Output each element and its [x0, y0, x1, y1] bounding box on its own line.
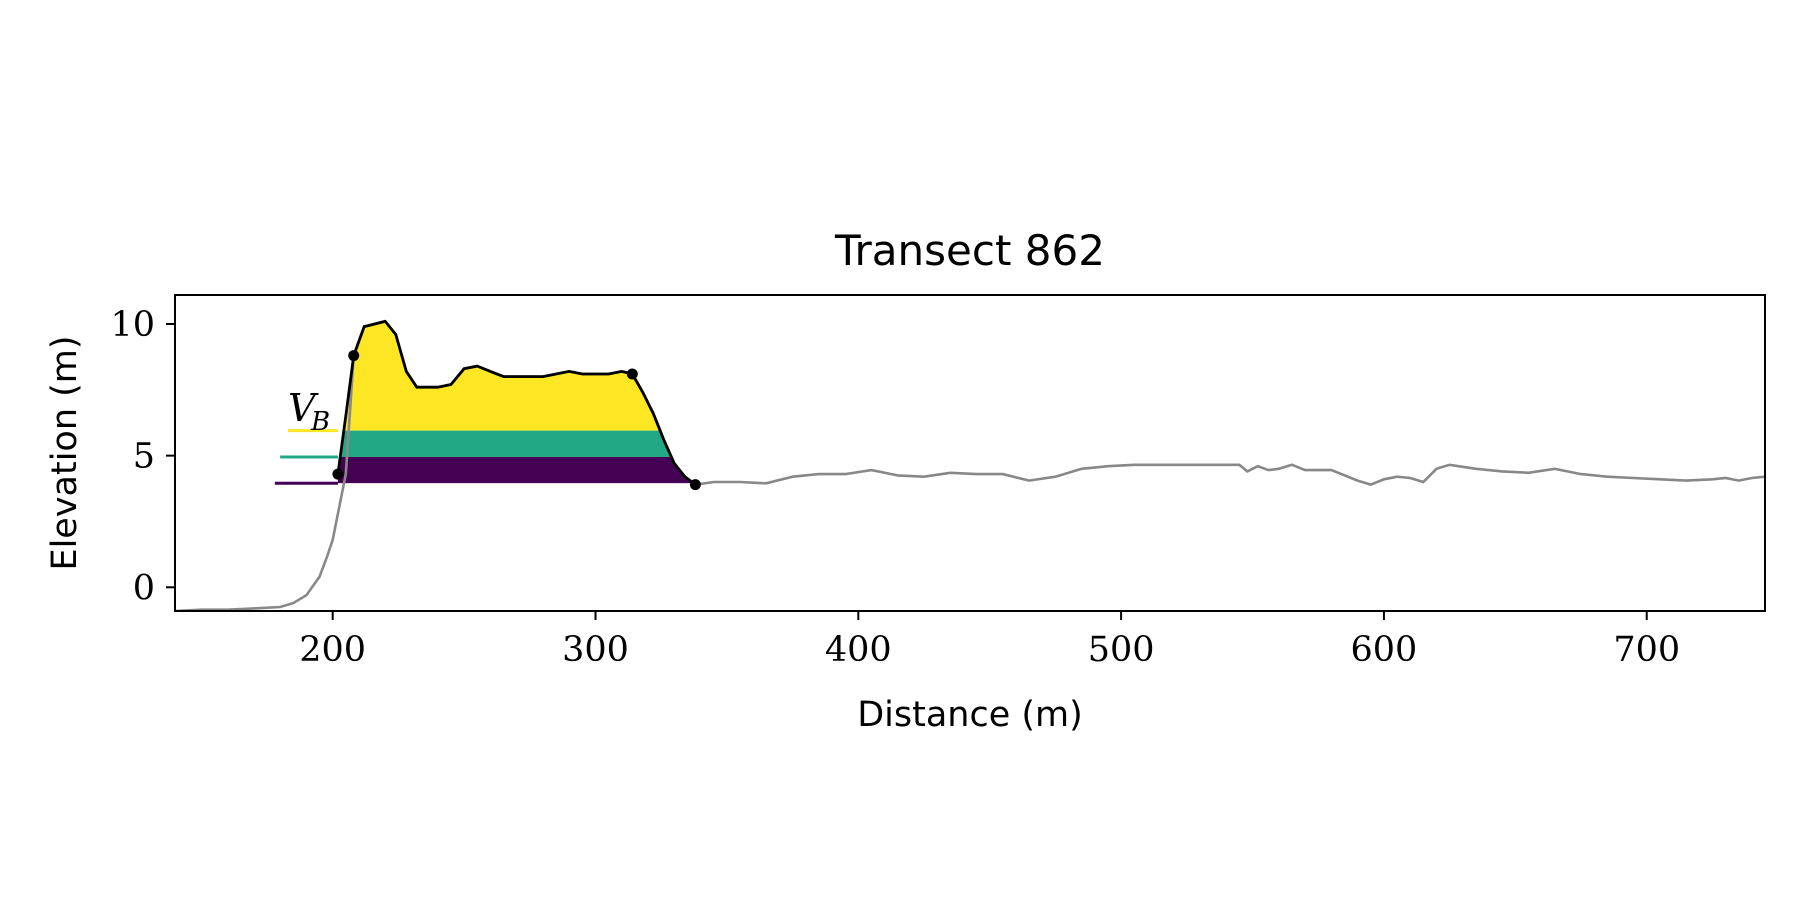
y-tick-label: 10	[110, 305, 155, 345]
marker-2	[348, 350, 360, 362]
annotation-main: V	[288, 386, 319, 430]
x-axis-label: Distance (m)	[857, 695, 1083, 735]
x-tick-label: 300	[562, 630, 629, 670]
marker-1	[332, 468, 344, 480]
layer-band-2	[337, 430, 696, 457]
y-axis-label: Elevation (m)	[45, 335, 85, 570]
layer-band-3	[337, 456, 696, 484]
layer-legend-lines	[274, 429, 338, 485]
x-tick-label: 700	[1613, 630, 1680, 670]
plot-frame	[174, 294, 1766, 612]
chart-title: Transect 862	[834, 226, 1105, 275]
volume-annotation: V B	[288, 386, 330, 437]
marker-3	[626, 368, 638, 380]
y-axis: 0 5 10	[110, 305, 175, 608]
x-tick-label: 500	[1088, 630, 1155, 670]
marker-4	[689, 479, 701, 491]
dune-markers	[332, 350, 701, 491]
layer-fills	[337, 321, 696, 484]
x-axis: 200 300 400 500 600 700	[299, 611, 1680, 670]
y-tick-label: 5	[133, 437, 155, 477]
y-tick-label: 0	[133, 568, 155, 608]
layer-band-1	[337, 321, 696, 431]
x-tick-label: 200	[299, 630, 366, 670]
x-tick-label: 400	[825, 630, 892, 670]
annotation-subscript: B	[310, 407, 330, 437]
x-tick-label: 600	[1351, 630, 1418, 670]
dune-outline	[336, 319, 697, 486]
